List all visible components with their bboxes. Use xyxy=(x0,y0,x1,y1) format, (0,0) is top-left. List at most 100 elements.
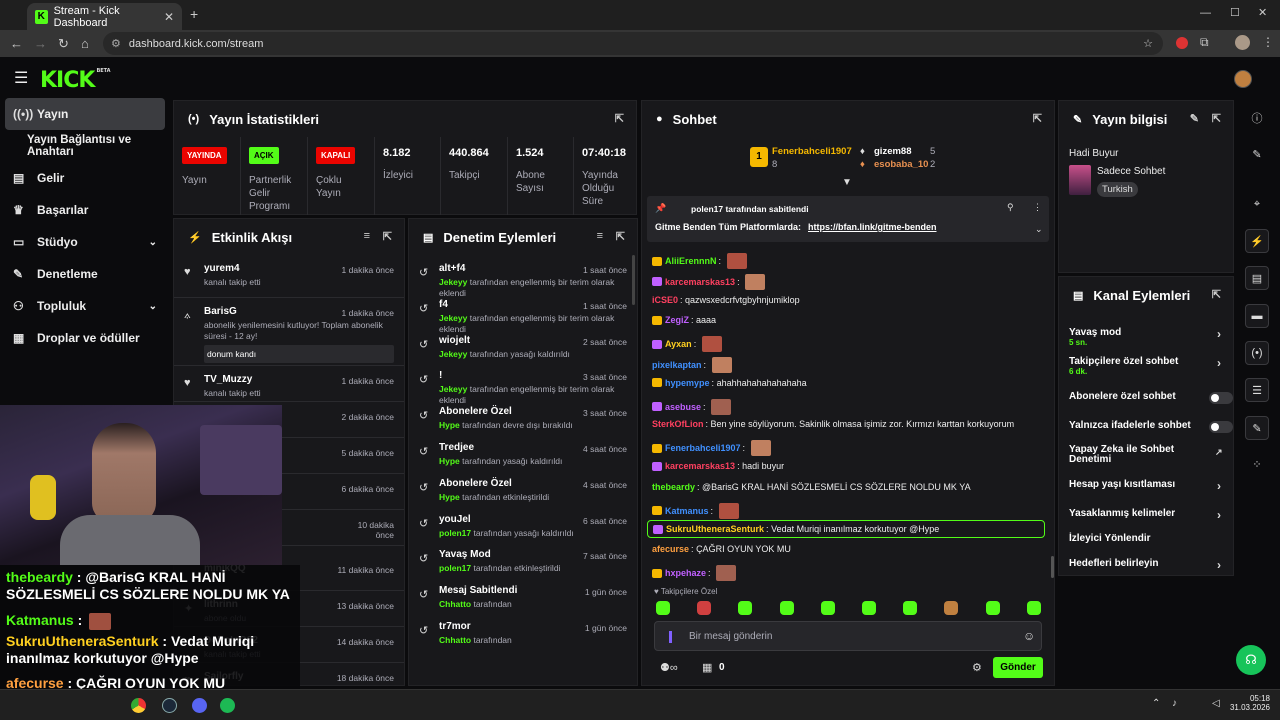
send-button[interactable]: Gönder xyxy=(993,657,1043,678)
broadcast-icon[interactable]: (•) xyxy=(1245,341,1269,365)
scrollbar[interactable] xyxy=(632,255,635,305)
chat-username[interactable]: asebuse xyxy=(665,401,702,412)
sidebar-item-gelir[interactable]: ▤ Gelir xyxy=(13,171,65,185)
sidebar-item-denetleme[interactable]: ✎ Denetleme xyxy=(13,267,98,281)
more-icon[interactable]: ⋮ xyxy=(1033,202,1042,212)
emote-button[interactable] xyxy=(738,601,753,615)
emote-button[interactable] xyxy=(697,601,712,615)
chat-username[interactable]: AliiErennnN xyxy=(665,256,717,266)
browser-menu-icon[interactable]: ⋮ xyxy=(1262,35,1274,49)
discord-taskbar-icon[interactable] xyxy=(192,698,207,713)
language-tag[interactable]: Turkish xyxy=(1097,182,1138,197)
popout-icon[interactable]: ⇱ xyxy=(382,231,392,243)
back-icon[interactable]: ← xyxy=(10,36,23,51)
chat-username[interactable]: hypemype xyxy=(665,377,710,388)
chat-username[interactable]: thebeardy xyxy=(652,481,696,492)
sidebar-item-studyo[interactable]: ▭ Stüdyo ⌄ xyxy=(13,235,157,249)
toggle-switch[interactable] xyxy=(1209,421,1233,433)
toggle-switch[interactable] xyxy=(1209,392,1233,404)
forward-icon[interactable]: → xyxy=(34,36,47,51)
chat-username[interactable]: SterkOfLion xyxy=(652,419,704,430)
chat-username[interactable]: hxpehaze xyxy=(665,568,707,578)
emote-button[interactable] xyxy=(656,601,670,615)
emote-button[interactable] xyxy=(820,601,835,615)
banned-words-item[interactable]: Yasaklanmış kelimeler › xyxy=(1069,508,1221,522)
chat-username[interactable]: SukruUtheneraSenturk xyxy=(666,524,765,535)
chat-username[interactable]: Katmanus xyxy=(665,505,709,516)
extension-icon[interactable] xyxy=(1176,37,1188,49)
popout-icon[interactable]: ⇱ xyxy=(614,113,624,125)
support-button[interactable]: ☊ xyxy=(1236,645,1266,675)
new-tab-button[interactable]: + xyxy=(190,6,199,22)
chat-username[interactable]: karcemarskas13 xyxy=(665,276,736,287)
document-icon[interactable]: ▤ xyxy=(1245,266,1269,290)
popout-icon[interactable]: ⇱ xyxy=(1211,289,1221,301)
browser-tab[interactable]: K Stream - Kick Dashboard ✕ xyxy=(27,3,182,30)
reload-icon[interactable]: ↻ xyxy=(58,36,69,51)
chrome-taskbar-icon[interactable] xyxy=(131,698,146,713)
shop-icon[interactable]: ▦ xyxy=(702,662,713,674)
emote-button[interactable] xyxy=(944,601,959,615)
focus-icon[interactable]: ⌖ xyxy=(1253,197,1261,210)
edit-pencil-icon[interactable]: ✎ xyxy=(1189,113,1199,125)
host-item[interactable]: İzleyici Yönlendir xyxy=(1069,533,1151,544)
chat-username[interactable]: iCSE0 xyxy=(652,294,679,305)
subscribers-only-item[interactable]: Abonelere özel sohbet xyxy=(1069,391,1233,404)
home-icon[interactable]: ⌂ xyxy=(81,36,89,51)
address-bar[interactable]: ⚙ dashboard.kick.com/stream ☆ xyxy=(103,32,1163,55)
kick-logo[interactable]: KICK BETA xyxy=(40,68,111,93)
category-name[interactable]: Sadece Sohbet xyxy=(1097,166,1166,177)
sidebar-item-yayin[interactable]: ((•)) Yayın xyxy=(5,98,165,130)
maximize-icon[interactable]: ☐ xyxy=(1230,7,1240,19)
clock[interactable]: 05:18 31.03.2026 xyxy=(1226,694,1270,712)
sidebar-item-topluluk[interactable]: ⚇ Topluluk ⌄ xyxy=(13,299,157,313)
mic-icon[interactable]: ♪ xyxy=(1172,698,1177,709)
emote-button[interactable] xyxy=(985,601,1000,615)
popout-icon[interactable]: ⇱ xyxy=(1032,113,1042,125)
filter-icon[interactable]: ≡ xyxy=(363,230,370,242)
pinned-message[interactable]: 📌 polen17 tarafından sabitlendi ⚲ ⋮ Gitm… xyxy=(647,196,1049,242)
chevron-down-icon[interactable]: ⌄ xyxy=(1035,224,1043,234)
spotify-taskbar-icon[interactable] xyxy=(220,698,235,713)
channel-icon[interactable]: ☰ xyxy=(1245,378,1269,402)
emote-button[interactable] xyxy=(903,601,918,615)
extensions-puzzle-icon[interactable]: ⧉ xyxy=(1200,35,1209,49)
goals-item[interactable]: Hedefleri belirleyin › xyxy=(1069,558,1221,572)
close-tab-icon[interactable]: ✕ xyxy=(163,9,174,24)
emote-button[interactable] xyxy=(862,601,876,615)
site-info-icon[interactable]: ⚙ xyxy=(111,38,121,50)
chat-username[interactable]: karcemarskas13 xyxy=(665,461,736,471)
users-icon[interactable]: ⚉∞ xyxy=(660,662,678,674)
emote-button[interactable] xyxy=(779,601,794,615)
lightning-icon[interactable]: ⚡ xyxy=(1245,229,1269,253)
bookmark-star-icon[interactable]: ☆ xyxy=(1143,38,1153,50)
hamburger-menu-icon[interactable]: ☰ xyxy=(14,70,29,87)
account-age-item[interactable]: Hesap yaşı kısıtlaması › xyxy=(1069,479,1221,493)
emoji-icon[interactable]: ☺ xyxy=(1023,629,1036,643)
profile-avatar[interactable] xyxy=(1235,35,1250,50)
sidebar-item-droplar[interactable]: ▦ Droplar ve ödüller xyxy=(13,331,140,345)
chat-input[interactable]: Bir mesaj gönderin ☺ xyxy=(654,621,1042,651)
sidebar-item-basarilar[interactable]: ♛ Başarılar xyxy=(13,203,89,217)
info-icon[interactable]: ⓘ xyxy=(1251,113,1263,125)
tray-chevron-icon[interactable]: ⌃ xyxy=(1152,698,1161,709)
filter-icon[interactable]: ≡ xyxy=(596,230,603,242)
slow-mode-item[interactable]: Yavaş mod 5 sn. › xyxy=(1069,327,1221,347)
popout-icon[interactable]: ⇱ xyxy=(1211,113,1221,125)
emote-button[interactable] xyxy=(1026,601,1041,615)
more-dots-icon[interactable]: ⁘ xyxy=(1252,458,1262,471)
chat-bubble-icon[interactable]: ▬ xyxy=(1245,304,1269,328)
user-avatar[interactable] xyxy=(1234,70,1252,88)
unpin-icon[interactable]: ⚲ xyxy=(1007,202,1014,212)
chat-username[interactable]: afecurse xyxy=(652,544,690,555)
edit-icon[interactable]: ✎ xyxy=(1252,148,1262,161)
wrench-icon[interactable]: ✎ xyxy=(1245,416,1269,440)
window-close-icon[interactable]: ✕ xyxy=(1258,7,1268,19)
chat-username[interactable]: pixelkaptan xyxy=(652,360,702,370)
scrollbar[interactable] xyxy=(1051,556,1054,578)
collapse-icon[interactable]: ▼ xyxy=(842,177,852,188)
ai-moderation-item[interactable]: Yapay Zeka ile Sohbet Denetimi ↗ xyxy=(1069,444,1223,465)
chat-username[interactable]: Ayxan xyxy=(665,339,692,350)
minimize-icon[interactable]: — xyxy=(1200,7,1211,19)
volume-icon[interactable]: ◁ xyxy=(1212,698,1220,709)
